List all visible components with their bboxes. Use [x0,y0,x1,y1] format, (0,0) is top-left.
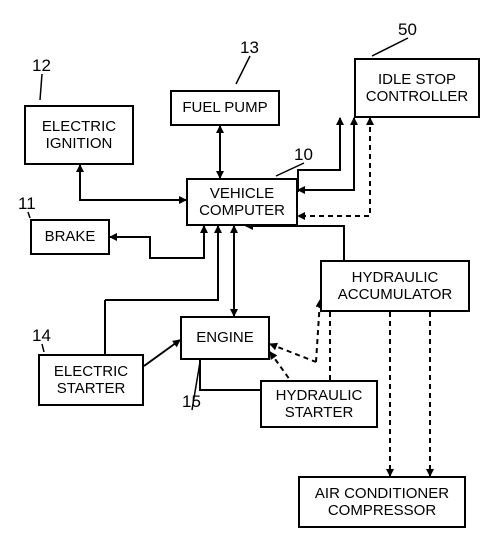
node-engine: ENGINE [180,316,270,360]
node-label: IDLE STOPCONTROLLER [366,71,469,106]
node-label: ELECTRICIGNITION [42,118,116,153]
node-label: ENGINE [196,329,254,346]
node-brake: BRAKE [30,219,110,255]
block-diagram: ELECTRICIGNITION FUEL PUMP IDLE STOPCONT… [0,0,500,549]
ref-label: 50 [398,20,417,40]
node-label: HYDRAULICSTARTER [276,387,363,422]
node-label: HYDRAULICACCUMULATOR [338,269,452,304]
node-idle-stop-controller: IDLE STOPCONTROLLER [354,58,480,118]
ref-label: 15 [182,392,201,412]
node-label: ELECTRICSTARTER [54,363,128,398]
ref-label: 11 [18,194,36,214]
ref-label: 13 [240,38,259,58]
node-ac-compressor: AIR CONDITIONERCOMPRESSOR [298,476,466,528]
node-electric-ignition: ELECTRICIGNITION [24,105,134,165]
node-hydraulic-starter: HYDRAULICSTARTER [260,380,378,428]
node-label: AIR CONDITIONERCOMPRESSOR [315,485,449,520]
ref-label: 10 [294,145,313,165]
node-label: BRAKE [45,228,96,245]
node-fuel-pump: FUEL PUMP [170,90,280,126]
node-electric-starter: ELECTRICSTARTER [38,354,144,406]
node-vehicle-computer: VEHICLECOMPUTER [186,178,298,226]
ref-label: 12 [32,56,51,76]
ref-label: 14 [32,326,51,346]
node-hydraulic-accumulator: HYDRAULICACCUMULATOR [320,260,470,312]
node-label: VEHICLECOMPUTER [199,185,285,220]
node-label: FUEL PUMP [182,99,267,116]
